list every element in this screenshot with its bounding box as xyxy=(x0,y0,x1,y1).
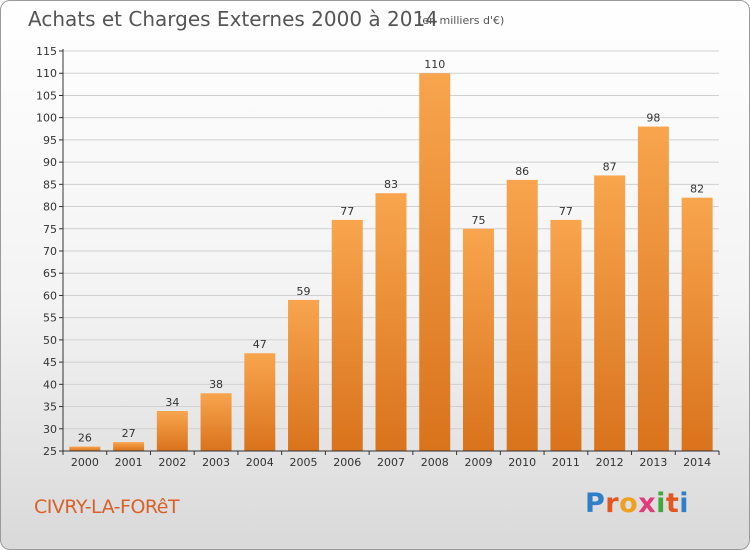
bar xyxy=(594,175,626,451)
bar xyxy=(200,393,232,451)
y-tick-label: 55 xyxy=(43,312,57,325)
x-tick-label: 2006 xyxy=(333,456,361,469)
y-tick-label: 25 xyxy=(43,445,57,458)
y-tick-label: 105 xyxy=(36,89,57,102)
data-label: 47 xyxy=(253,338,267,351)
chart-subtitle: (en milliers d'€) xyxy=(418,14,505,27)
y-tick-label: 90 xyxy=(43,156,57,169)
data-label: 34 xyxy=(165,396,179,409)
bar xyxy=(550,219,582,451)
y-tick-label: 50 xyxy=(43,334,57,347)
x-tick-label: 2003 xyxy=(202,456,230,469)
y-tick-label: 115 xyxy=(36,45,57,58)
bar xyxy=(419,73,451,451)
axes xyxy=(59,49,720,455)
bar xyxy=(462,228,494,451)
y-tick-label: 35 xyxy=(43,401,57,414)
commune-name: CIVRY-LA-FORêT xyxy=(34,496,180,518)
data-label: 87 xyxy=(603,160,617,173)
data-label: 26 xyxy=(78,432,92,445)
bar xyxy=(156,411,188,451)
logo-letter: t xyxy=(665,488,680,519)
chart-title: Achats et Charges Externes 2000 à 2014 xyxy=(28,7,438,31)
bar xyxy=(681,197,713,451)
data-label: 77 xyxy=(340,205,354,218)
x-tick-label: 2001 xyxy=(115,456,143,469)
data-label: 98 xyxy=(646,112,660,125)
bar xyxy=(244,353,276,451)
proxiti-logo[interactable]: Proxiti xyxy=(585,488,689,519)
bar xyxy=(637,126,669,452)
y-tick-label: 70 xyxy=(43,245,57,258)
bar xyxy=(113,442,145,451)
data-label: 77 xyxy=(559,205,573,218)
logo-letter: P xyxy=(585,488,606,519)
y-tick-label: 95 xyxy=(43,134,57,147)
bar xyxy=(331,219,363,451)
x-tick-label: 2007 xyxy=(377,456,405,469)
x-tick-label: 2009 xyxy=(464,456,492,469)
data-label: 110 xyxy=(424,58,445,71)
x-tick-label: 2004 xyxy=(246,456,274,469)
bar xyxy=(288,299,320,451)
y-tick-label: 110 xyxy=(36,67,57,80)
data-label: 59 xyxy=(297,285,311,298)
data-label: 27 xyxy=(122,427,136,440)
data-label: 82 xyxy=(690,183,704,196)
x-tick-label: 2013 xyxy=(639,456,667,469)
y-tick-label: 45 xyxy=(43,356,57,369)
logo-letter: i xyxy=(679,488,690,519)
logo-letter: x xyxy=(638,488,657,519)
bars xyxy=(69,73,713,452)
data-label: 38 xyxy=(209,378,223,391)
y-tick-label: 75 xyxy=(43,223,57,236)
logo-letter: o xyxy=(619,488,639,519)
x-tick-label: 2005 xyxy=(290,456,318,469)
x-tick-label: 2011 xyxy=(552,456,580,469)
data-label: 86 xyxy=(515,165,529,178)
logo-letter: i xyxy=(656,488,666,519)
x-tick-label: 2014 xyxy=(683,456,711,469)
data-label: 83 xyxy=(384,178,398,191)
y-tick-label: 85 xyxy=(43,178,57,191)
bar xyxy=(69,446,101,451)
x-tick-label: 2000 xyxy=(71,456,99,469)
logo-letter: r xyxy=(605,488,620,519)
bar xyxy=(375,193,407,451)
y-tick-label: 30 xyxy=(43,423,57,436)
y-tick-label: 40 xyxy=(43,378,57,391)
y-tick-label: 100 xyxy=(36,112,57,125)
data-label: 75 xyxy=(471,214,485,227)
y-tick-label: 65 xyxy=(43,267,57,280)
bar xyxy=(506,179,538,451)
x-tick-label: 2010 xyxy=(508,456,536,469)
x-tick-label: 2002 xyxy=(158,456,186,469)
y-tick-label: 60 xyxy=(43,289,57,302)
labels: 25 30 35 40 45 50 55 60 65 70 75 80 85 90 95 100 105 110 1… xyxy=(36,45,711,469)
y-tick-label: 80 xyxy=(43,201,57,214)
x-tick-label: 2012 xyxy=(596,456,624,469)
x-tick-label: 2008 xyxy=(421,456,449,469)
